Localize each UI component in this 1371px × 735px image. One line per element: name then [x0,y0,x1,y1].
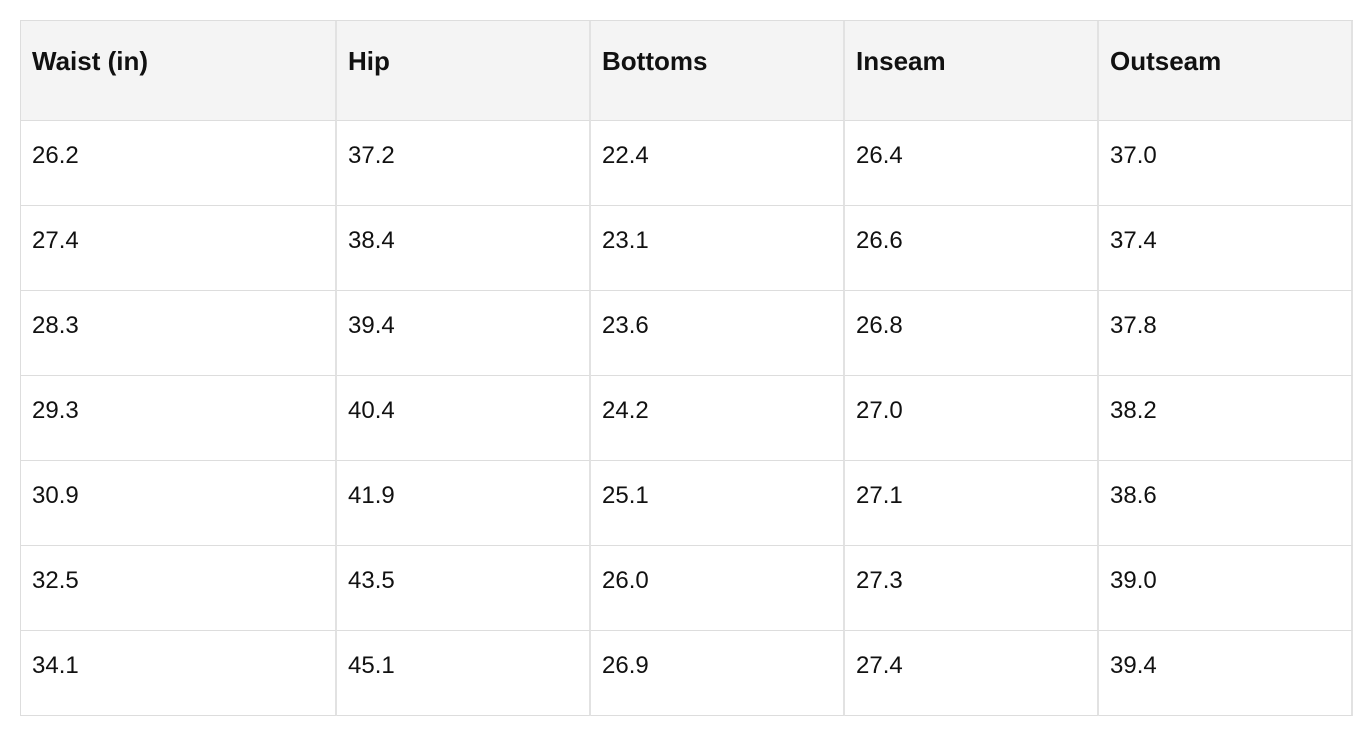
table-cell: 37.8 [1099,291,1353,376]
table-cell: 38.6 [1099,461,1353,546]
column-header: Waist (in) [21,21,337,121]
table-row: 26.2 37.2 22.4 26.4 37.0 [21,121,1353,206]
table-cell: 38.2 [1099,376,1353,461]
table-cell: 30.9 [21,461,337,546]
table-cell: 41.9 [337,461,591,546]
table-row: 30.9 41.9 25.1 27.1 38.6 [21,461,1353,546]
table-cell: 39.0 [1099,546,1353,631]
table-header: Waist (in) Hip Bottoms Inseam Outseam [21,21,1353,121]
table-cell: 45.1 [337,631,591,716]
table-cell: 37.2 [337,121,591,206]
table-row: 34.1 45.1 26.9 27.4 39.4 [21,631,1353,716]
column-header: Outseam [1099,21,1353,121]
table-cell: 28.3 [21,291,337,376]
table-cell: 26.0 [591,546,845,631]
table-cell: 38.4 [337,206,591,291]
table-cell: 26.8 [845,291,1099,376]
table-cell: 23.1 [591,206,845,291]
table-cell: 37.0 [1099,121,1353,206]
size-table: Waist (in) Hip Bottoms Inseam Outseam 26.2 37… [20,20,1353,716]
column-header: Hip [337,21,591,121]
table-cell: 24.2 [591,376,845,461]
table-cell: 27.3 [845,546,1099,631]
table-cell: 23.6 [591,291,845,376]
table-cell: 27.0 [845,376,1099,461]
column-header: Bottoms [591,21,845,121]
header-row: Waist (in) Hip Bottoms Inseam Outseam [21,21,1353,121]
table-cell: 29.3 [21,376,337,461]
table-cell: 32.5 [21,546,337,631]
table-row: 32.5 43.5 26.0 27.3 39.0 [21,546,1353,631]
table-cell: 37.4 [1099,206,1353,291]
table-row: 27.4 38.4 23.1 26.6 37.4 [21,206,1353,291]
table-row: 29.3 40.4 24.2 27.0 38.2 [21,376,1353,461]
table-cell: 40.4 [337,376,591,461]
table-cell: 27.4 [845,631,1099,716]
table-cell: 39.4 [337,291,591,376]
table-cell: 43.5 [337,546,591,631]
table-cell: 26.4 [845,121,1099,206]
table-cell: 27.4 [21,206,337,291]
table-cell: 39.4 [1099,631,1353,716]
table-cell: 27.1 [845,461,1099,546]
column-header: Inseam [845,21,1099,121]
table-cell: 26.6 [845,206,1099,291]
table-cell: 26.9 [591,631,845,716]
table-cell: 22.4 [591,121,845,206]
table-row: 28.3 39.4 23.6 26.8 37.8 [21,291,1353,376]
table-cell: 25.1 [591,461,845,546]
table-cell: 34.1 [21,631,337,716]
table-body: 26.2 37.2 22.4 26.4 37.0 27.4 38.4 23.1 26.6 37.4… [21,121,1353,716]
table-cell: 26.2 [21,121,337,206]
